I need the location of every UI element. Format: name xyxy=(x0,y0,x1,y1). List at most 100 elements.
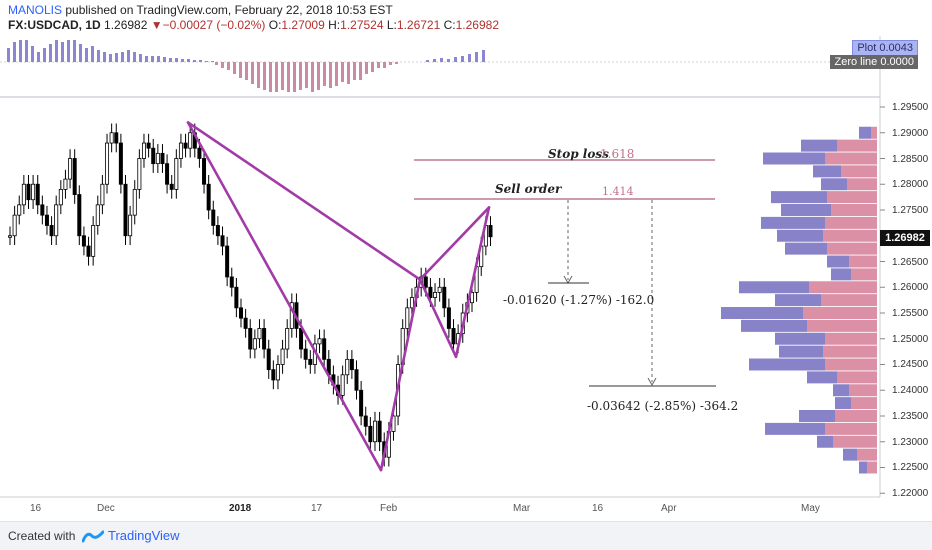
volume-profile-bar xyxy=(825,422,877,435)
oscillator-bar xyxy=(323,62,326,86)
candle-body xyxy=(488,225,493,238)
volume-profile-bar xyxy=(749,358,825,371)
chart-canvas[interactable] xyxy=(0,0,932,521)
candle-body xyxy=(303,348,308,360)
tradingview-brand-link[interactable]: TradingView xyxy=(108,528,180,543)
volume-profile-bar xyxy=(779,345,823,358)
oscillator-bar xyxy=(91,46,94,62)
oscillator-bar xyxy=(482,50,485,62)
pattern-leg[interactable] xyxy=(186,121,383,472)
candle-body xyxy=(391,415,396,432)
harmonic-pattern[interactable] xyxy=(186,121,491,472)
oscillator-bar xyxy=(245,62,248,80)
volume-profile-bar xyxy=(841,165,877,178)
volume-profile-bar xyxy=(835,410,877,422)
candle-body xyxy=(165,163,170,185)
oscillator-bar xyxy=(359,62,362,80)
oscillator-bar xyxy=(115,53,118,62)
candle-body xyxy=(132,188,137,216)
candle-body xyxy=(409,297,414,309)
volume-profile-bar xyxy=(825,332,877,345)
volume-profile-bar xyxy=(763,152,825,165)
volume-profile-bar xyxy=(825,358,877,371)
candle-body xyxy=(433,291,438,298)
volume-profile-bar xyxy=(833,384,849,397)
volume-profile-bar xyxy=(849,255,877,268)
zero-label: Zero line xyxy=(834,56,878,68)
volume-profile-bar xyxy=(761,216,825,229)
oscillator-bar xyxy=(97,50,100,62)
candle-body xyxy=(271,369,276,381)
oscillator-bar xyxy=(377,62,380,68)
candle-body xyxy=(372,420,377,443)
oscillator-bar xyxy=(275,62,278,92)
oscillator-bar xyxy=(365,62,368,74)
oscillator-bar xyxy=(175,58,178,62)
oscillator-bar xyxy=(193,60,196,62)
price-tick: 1.24500 xyxy=(892,359,929,370)
time-tick: 2018 xyxy=(229,503,252,514)
candle-body xyxy=(160,152,165,165)
pattern-leg[interactable] xyxy=(454,206,491,359)
tradingview-logo-icon[interactable] xyxy=(82,529,104,543)
candle-body xyxy=(451,328,456,345)
sell-order-label[interactable]: Sell order xyxy=(495,182,562,196)
volume-profile-bar xyxy=(821,294,877,307)
candle-body xyxy=(21,183,26,206)
oscillator-bar xyxy=(257,62,260,88)
volume-profile-bar xyxy=(851,268,877,281)
candle-body xyxy=(322,338,327,360)
oscillator-bar xyxy=(389,62,392,65)
volume-profile-bar xyxy=(803,307,877,319)
oscillator-bar xyxy=(239,62,242,78)
oscillator-bar xyxy=(181,59,184,62)
candle-body xyxy=(128,214,133,237)
oscillator-bar xyxy=(25,40,28,62)
volume-profile-bar xyxy=(809,281,877,294)
oscillator-bar xyxy=(329,62,332,88)
oscillator-bar xyxy=(31,46,34,62)
candle-body xyxy=(308,358,313,365)
volume-profile-bar xyxy=(817,435,833,448)
pattern-leg[interactable] xyxy=(379,278,422,472)
time-tick: Mar xyxy=(513,503,531,514)
candle-body xyxy=(86,245,91,257)
candle-body xyxy=(206,183,211,211)
plot-value: 0.0043 xyxy=(879,42,913,54)
pattern-leg[interactable] xyxy=(186,121,422,281)
candle-body xyxy=(123,183,128,237)
candle-body xyxy=(359,389,364,417)
pattern-leg[interactable] xyxy=(418,206,491,281)
price-tick: 1.22500 xyxy=(892,462,929,473)
stop-loss-label[interactable]: Stop loss xyxy=(548,147,609,161)
oscillator-bar xyxy=(19,40,22,62)
candle-body xyxy=(262,328,267,350)
candle-body xyxy=(54,204,59,237)
oscillator-bar xyxy=(163,57,166,62)
oscillator-bar xyxy=(127,50,130,62)
price-tick: 1.28500 xyxy=(892,154,929,165)
time-tick: Dec xyxy=(97,503,115,514)
candle-body xyxy=(155,152,160,165)
candle-body xyxy=(114,132,119,144)
volume-profile-bar xyxy=(837,371,877,384)
symbol-label[interactable]: FX:USDCAD, 1D xyxy=(8,18,101,32)
volume-profile-bar xyxy=(849,384,877,397)
volume-profile-bar xyxy=(835,397,851,410)
volume-profile-bar xyxy=(827,191,877,204)
time-tick: Feb xyxy=(380,503,398,514)
price-tick: 1.25000 xyxy=(892,334,929,345)
oscillator-bar xyxy=(61,42,64,62)
oscillator-bar xyxy=(440,58,443,62)
author-link[interactable]: MANOLIS xyxy=(8,3,63,17)
volume-profile-bar xyxy=(807,371,837,384)
candle-body xyxy=(289,302,294,329)
candle-body xyxy=(169,183,174,190)
oscillator-bar xyxy=(293,62,296,92)
volume-profile-bar xyxy=(831,204,877,216)
price-tick: 1.29500 xyxy=(892,102,929,113)
volume-profile-bar xyxy=(859,461,867,474)
pattern-leg[interactable] xyxy=(418,278,458,359)
candle-body xyxy=(146,142,151,149)
oscillator-bar xyxy=(79,44,82,62)
